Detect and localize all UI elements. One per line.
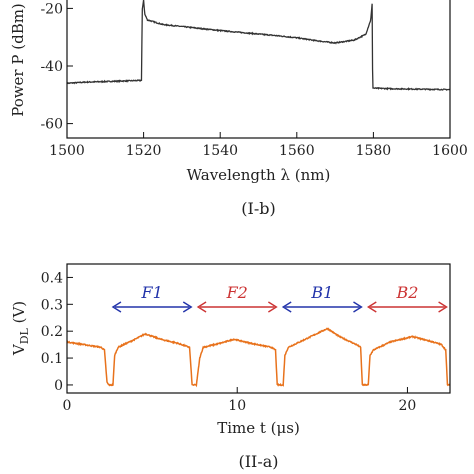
segment-annotations: F1 F2 B1 B2 bbox=[111, 283, 448, 313]
segment-arrowhead-right bbox=[182, 301, 193, 313]
x-tick-label: 1560 bbox=[279, 143, 315, 159]
y-tick-label: 0 bbox=[54, 378, 63, 394]
voltage-trace bbox=[67, 327, 450, 388]
segment-arrowhead-left bbox=[366, 301, 377, 313]
x-tick-label: 1520 bbox=[126, 143, 162, 159]
x-tick-label: 10 bbox=[228, 398, 246, 414]
segment-label: F1 bbox=[140, 283, 162, 302]
x-tick-label: 1540 bbox=[202, 143, 238, 159]
x-tick-label: 0 bbox=[63, 398, 72, 414]
x-tick-label: 1580 bbox=[356, 143, 392, 159]
y-axis-label-text: VDL (V) bbox=[10, 301, 31, 356]
x-tick-label: 20 bbox=[399, 398, 417, 414]
y-tick-label: 0.2 bbox=[41, 324, 63, 340]
segment-arrowhead-right bbox=[268, 301, 278, 313]
segment-b2: B2 bbox=[366, 283, 448, 313]
panel1-caption: (I-b) bbox=[241, 199, 275, 218]
data-line bbox=[67, 327, 450, 388]
segment-label: B1 bbox=[310, 283, 333, 302]
x-tick-label: 1600 bbox=[432, 143, 468, 159]
segment-arrowhead-left bbox=[196, 301, 207, 313]
segment-f2: F2 bbox=[196, 283, 278, 313]
y-tick-label: 0.1 bbox=[41, 351, 63, 367]
segment-f1: F1 bbox=[111, 283, 193, 313]
y-tick-label: 0.3 bbox=[41, 297, 63, 313]
segment-label: B2 bbox=[395, 283, 418, 302]
x-tick-label: 1500 bbox=[49, 143, 85, 159]
y-tick-label: 0.4 bbox=[41, 270, 63, 286]
spectrum-trace bbox=[67, 0, 450, 91]
panel2-axes-frame bbox=[66, 263, 451, 394]
panel-power-spectrum: 1500 1520 1540 1560 1580 1600 -60 -40 -20 Wavele… bbox=[9, 0, 468, 218]
segment-arrowhead-right bbox=[353, 301, 363, 313]
y-tick-label: -20 bbox=[40, 1, 63, 17]
segment-arrowhead-left bbox=[281, 301, 292, 313]
segment-b1: B1 bbox=[281, 283, 363, 313]
segment-label: F2 bbox=[226, 283, 248, 302]
panel2-caption: (II-a) bbox=[238, 452, 278, 471]
panel2-y-axis-label: VDL (V) bbox=[10, 301, 31, 356]
panel1-y-axis-label: Power P (dBm) bbox=[9, 3, 27, 117]
data-line bbox=[67, 0, 450, 91]
segment-arrowhead-left bbox=[111, 301, 122, 313]
y-tick-label: -40 bbox=[40, 59, 63, 75]
panel1-ticks: 1500 1520 1540 1560 1580 1600 -60 -40 -20 bbox=[40, 1, 467, 159]
panel2-x-axis-label: Time t (μs) bbox=[217, 419, 300, 437]
panel1-axes-frame bbox=[66, 0, 451, 139]
panel2-ticks: 0 10 20 0 0.1 0.2 0.3 0.4 bbox=[41, 270, 417, 414]
panel1-x-axis-label: Wavelength λ (nm) bbox=[187, 166, 331, 184]
y-tick-label: -60 bbox=[40, 117, 63, 133]
segment-arrowhead-right bbox=[438, 301, 448, 313]
